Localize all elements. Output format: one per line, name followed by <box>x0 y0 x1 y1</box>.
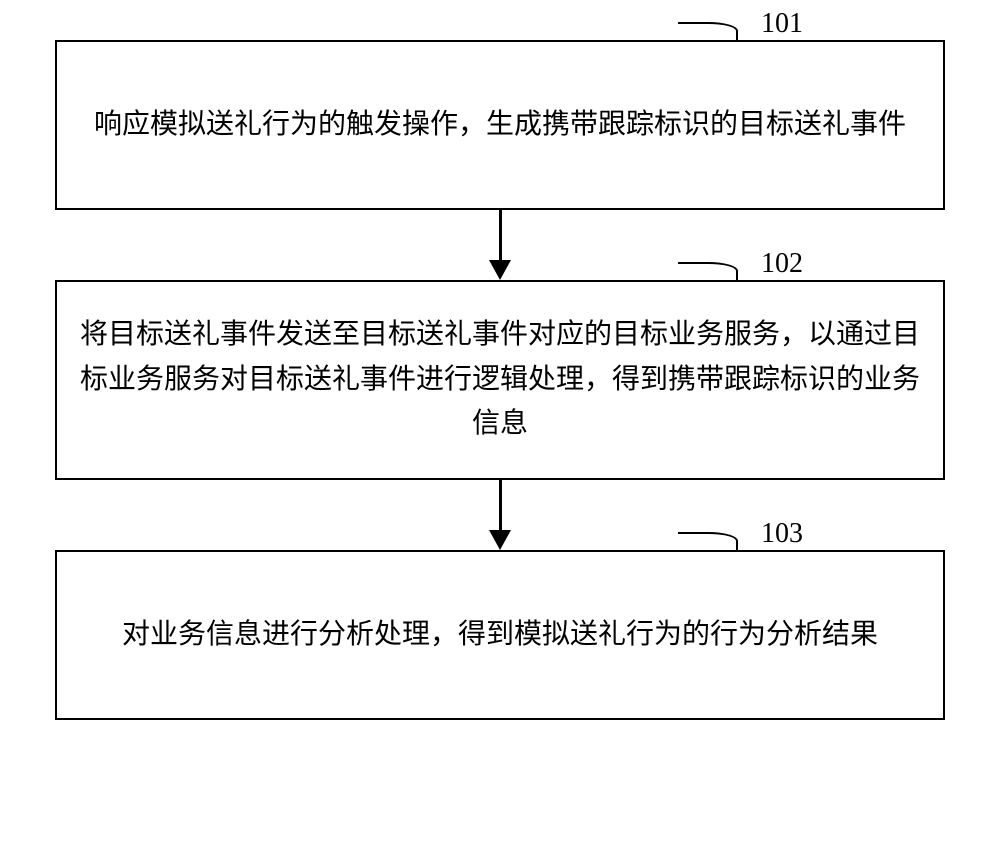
flowchart-container: 101 响应模拟送礼行为的触发操作，生成携带跟踪标识的目标送礼事件 102 将目… <box>50 40 950 720</box>
node-label-103: 103 <box>761 512 803 557</box>
arrow-102-to-103 <box>489 480 511 550</box>
flow-node-101: 101 响应模拟送礼行为的触发操作，生成携带跟踪标识的目标送礼事件 <box>55 40 945 210</box>
node-label-101: 101 <box>761 2 803 47</box>
label-leader-102 <box>678 262 738 280</box>
node-label-102: 102 <box>761 242 803 287</box>
arrow-line <box>499 210 502 260</box>
arrow-head-down-icon <box>489 530 511 550</box>
label-leader-103 <box>678 532 738 550</box>
arrow-101-to-102 <box>489 210 511 280</box>
node-text-103: 对业务信息进行分析处理，得到模拟送礼行为的行为分析结果 <box>102 605 898 666</box>
flow-node-102: 102 将目标送礼事件发送至目标送礼事件对应的目标业务服务，以通过目标业务服务对… <box>55 280 945 480</box>
arrow-head-down-icon <box>489 260 511 280</box>
arrow-line <box>499 480 502 530</box>
label-leader-101 <box>678 22 738 40</box>
node-text-102: 将目标送礼事件发送至目标送礼事件对应的目标业务服务，以通过目标业务服务对目标送礼… <box>57 305 943 455</box>
node-text-101: 响应模拟送礼行为的触发操作，生成携带跟踪标识的目标送礼事件 <box>74 95 926 156</box>
flow-node-103: 103 对业务信息进行分析处理，得到模拟送礼行为的行为分析结果 <box>55 550 945 720</box>
